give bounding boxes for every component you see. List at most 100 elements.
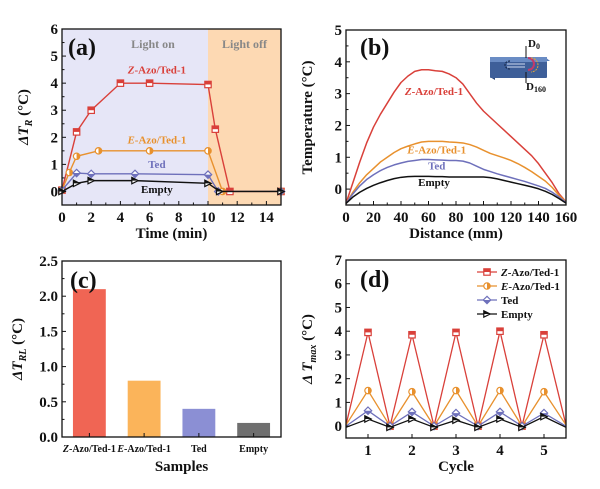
data-point-z-azo-ted-1-fill <box>496 328 504 332</box>
data-point-ted-fill <box>131 173 139 178</box>
legend-label-ted: Ted <box>501 295 518 307</box>
data-point-empty-fill <box>131 177 139 181</box>
y-axis-title: Temperature (°C) <box>300 61 316 175</box>
data-point-empty-fill <box>364 415 372 420</box>
data-point-ted-fill <box>364 410 372 415</box>
panel-label-c: (c) <box>70 268 97 294</box>
x-tick-label: 5 <box>540 443 548 459</box>
data-point-empty-fill <box>496 415 504 420</box>
data-point-z-azo-ted-1-fill <box>540 331 548 335</box>
data-point-empty-fill <box>386 424 394 428</box>
x-axis-title: Time (min) <box>136 226 208 242</box>
x-tick-label: 1 <box>364 443 372 459</box>
y-axis-title: ΔTR (°C) <box>16 89 35 146</box>
data-point-ted-fill <box>496 411 504 416</box>
data-point-e-azo-ted-1-fill <box>456 387 460 394</box>
category-label-z-azo-ted-1: Z-Azo/Ted-1 <box>62 444 116 455</box>
inset-heat-right-icon <box>527 57 535 71</box>
inset-slab-highlight <box>490 57 547 62</box>
data-point-e-azo-ted-1-fill <box>208 147 212 155</box>
y-tick-label: 5 <box>51 49 59 65</box>
data-point-empty-fill <box>430 424 438 428</box>
y-axis-title: ΔTRL (°C) <box>10 318 29 381</box>
data-point-z-azo-ted-1-fill <box>452 329 460 333</box>
series-line-e-azo-ted-1 <box>345 140 567 204</box>
data-point-empty-fill <box>216 188 223 192</box>
x-axis-title: Distance (mm) <box>409 226 503 242</box>
x-tick-label: 4 <box>117 210 125 226</box>
panel-label-b: (b) <box>360 35 389 61</box>
data-point-e-azo-ted-1-fill <box>412 388 416 395</box>
y-tick-label: 1 <box>51 157 59 173</box>
data-point-empty-fill <box>88 177 95 181</box>
data-point-e-azo-ted-1-fill <box>149 147 153 155</box>
series-annotation-z-azo-ted-1: Z-Azo/Ted-1 <box>404 86 463 98</box>
data-point-e-azo-ted-1-fill <box>98 147 102 155</box>
legend-marker-empty-fill <box>483 310 491 314</box>
x-tick-label: 12 <box>230 210 245 226</box>
y-tick-label: 3 <box>335 87 343 103</box>
series-annotation-empty: Empty <box>141 184 173 196</box>
data-point-ted-fill <box>204 174 212 179</box>
data-point-empty-fill <box>540 413 548 417</box>
inset-schematic: D0 D160 <box>490 38 550 94</box>
x-axis-title: Cycle <box>438 459 474 475</box>
series-line-z-azo-ted-1 <box>345 69 567 204</box>
data-point-empty-fill <box>518 424 526 428</box>
data-point-ted-fill <box>408 411 416 416</box>
category-label-ted: Ted <box>191 444 207 455</box>
x-tick-label: 4 <box>496 443 504 459</box>
x-tick-label: 100 <box>472 210 495 226</box>
legend-marker-z-azo-ted-1-fill <box>483 268 491 272</box>
data-point-z-azo-ted-1-fill <box>226 188 234 192</box>
x-tick-label: 20 <box>366 210 381 226</box>
y-tick-label: 5 <box>335 23 343 39</box>
data-point-empty-fill <box>73 180 80 184</box>
y-tick-label: 0 <box>335 419 343 435</box>
y-tick-label: 1 <box>335 395 343 411</box>
legend-label-e-azo-ted-1: E-Azo/Ted-1 <box>500 281 560 293</box>
category-label-empty: Empty <box>239 444 268 455</box>
panel-c: Z-Azo/Ted-1 E-Azo/Ted-1 Ted Empty 0.0 0.5 1.0 1… <box>10 254 282 475</box>
panel-b: 0 1 2 3 4 5 0 20 40 60 80 100 120 140 160 (b) Z-Azo/Ted-… <box>300 23 577 242</box>
x-tick-label: 10 <box>201 210 216 226</box>
plot-frame <box>61 260 282 438</box>
y-tick-label: 2.0 <box>39 289 58 305</box>
region-label-light-off: Light off <box>222 37 268 51</box>
x-tick-label: 60 <box>421 210 436 226</box>
x-tick-label: 6 <box>146 210 154 226</box>
y-tick-label: 0 <box>51 184 59 200</box>
data-point-empty-fill <box>204 180 212 184</box>
data-point-e-azo-ted-1-fill <box>76 153 80 160</box>
x-tick-label: 2 <box>87 210 95 226</box>
data-point-e-azo-ted-1-fill <box>368 387 372 394</box>
y-axis-title: Δ Tmax (°C) <box>300 314 319 385</box>
data-point-z-azo-ted-1-fill <box>408 331 416 335</box>
legend-marker-e-azo-ted-1-fill <box>487 282 491 290</box>
y-tick-label: 2 <box>335 372 343 388</box>
region-light-off <box>208 29 281 205</box>
y-tick-label: 4 <box>335 55 343 71</box>
region-label-light-on: Light on <box>131 37 175 51</box>
bar-e-azo-ted-1 <box>127 380 161 437</box>
y-tick-label: 1 <box>335 150 343 166</box>
panel-label-d: (d) <box>360 267 389 293</box>
panel-d: 0 1 2 3 4 5 6 7 1 2 3 4 5 (d) Z-Azo/Ted-1 E-Azo/Ted-1 Te… <box>300 253 567 475</box>
data-point-e-azo-ted-1-fill <box>544 388 548 395</box>
series-annotation-ted: Ted <box>428 160 445 172</box>
series-annotation-z-azo-ted-1: Z-Azo/Ted-1 <box>127 65 186 77</box>
y-tick-label: 4 <box>335 324 343 340</box>
y-tick-label: 2 <box>51 130 59 146</box>
data-point-z-azo-ted-1-fill <box>204 81 212 85</box>
inset-heat-ring-icon <box>530 57 539 73</box>
legend-marker-ted-fill <box>483 300 491 304</box>
x-tick-label: 14 <box>259 210 275 226</box>
bar-z-azo-ted-1 <box>72 289 106 437</box>
y-tick-label: 0 <box>335 182 343 198</box>
legend: Z-Azo/Ted-1 E-Azo/Ted-1 Ted Empty <box>477 267 560 321</box>
plot-frame <box>61 28 282 206</box>
series-annotation-ted: Ted <box>148 159 165 171</box>
panel-label-a: (a) <box>68 35 96 61</box>
bar-ted <box>182 408 216 437</box>
